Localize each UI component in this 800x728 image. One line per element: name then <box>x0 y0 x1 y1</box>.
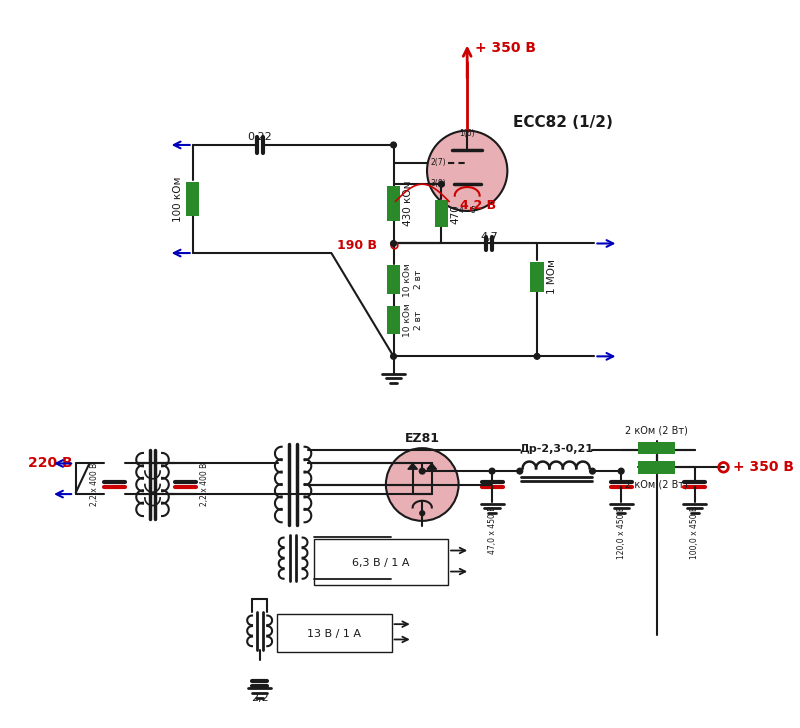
Polygon shape <box>427 464 437 470</box>
Bar <box>435 200 447 227</box>
Text: 2 кОм (2 Вт): 2 кОм (2 Вт) <box>625 480 688 489</box>
Circle shape <box>386 448 458 521</box>
Text: 190 В: 190 В <box>337 239 377 252</box>
Bar <box>638 442 674 454</box>
Text: 2 кОм (2 Вт): 2 кОм (2 Вт) <box>625 426 688 436</box>
Bar <box>314 539 448 585</box>
Circle shape <box>390 241 397 246</box>
Circle shape <box>517 468 522 474</box>
Text: 120,0 х 450 В: 120,0 х 450 В <box>617 505 626 558</box>
Bar <box>277 614 392 652</box>
Polygon shape <box>408 464 418 470</box>
Text: 4,7: 4,7 <box>480 232 498 242</box>
Text: 2,2 х 400 В: 2,2 х 400 В <box>90 463 99 506</box>
Text: ЕСС82 (1/2): ЕСС82 (1/2) <box>513 116 613 130</box>
Text: 0,22: 0,22 <box>247 132 272 141</box>
Text: 220 В: 220 В <box>28 456 73 470</box>
Bar <box>387 266 400 294</box>
Circle shape <box>618 468 624 474</box>
Text: 470: 470 <box>450 204 460 223</box>
Text: 10 кОм
2 вт: 10 кОм 2 вт <box>403 263 422 297</box>
Circle shape <box>390 142 397 148</box>
Text: 100,0 х 450 В: 100,0 х 450 В <box>690 505 699 558</box>
Bar <box>387 306 400 334</box>
Circle shape <box>427 130 507 211</box>
Text: Др-2,3-0,21: Др-2,3-0,21 <box>519 444 593 454</box>
Circle shape <box>438 181 444 187</box>
Text: 13 В / 1 А: 13 В / 1 А <box>307 629 362 638</box>
Text: 10 кОм
2 вт: 10 кОм 2 вт <box>403 303 422 337</box>
Bar <box>530 261 544 292</box>
Text: + 350 В: + 350 В <box>733 460 794 475</box>
Text: 1(6): 1(6) <box>459 130 475 138</box>
Text: 3(8): 3(8) <box>431 179 446 188</box>
Text: EZ81: EZ81 <box>405 432 440 445</box>
Text: 4,2 В: 4,2 В <box>461 199 497 212</box>
Circle shape <box>420 511 425 515</box>
Circle shape <box>534 354 540 359</box>
Text: 47,0 х 450 В: 47,0 х 450 В <box>487 505 497 554</box>
Text: 4   5: 4 5 <box>458 206 476 215</box>
Text: 430 кОм: 430 кОм <box>403 181 413 226</box>
Circle shape <box>590 468 595 474</box>
Bar <box>387 186 400 221</box>
Text: 6,3 В / 1 А: 6,3 В / 1 А <box>352 558 410 568</box>
Text: 1 МОм: 1 МОм <box>546 259 557 294</box>
Text: 100 кОм: 100 кОм <box>173 176 183 222</box>
Bar <box>638 461 674 473</box>
Text: 2(7): 2(7) <box>431 158 446 167</box>
Text: 2,2: 2,2 <box>250 693 269 703</box>
Text: + 350 В: + 350 В <box>475 41 536 55</box>
Bar <box>186 182 199 216</box>
Text: 2,2 х 400 В: 2,2 х 400 В <box>200 463 210 506</box>
Circle shape <box>419 468 425 474</box>
Circle shape <box>390 354 397 359</box>
Circle shape <box>489 468 495 474</box>
